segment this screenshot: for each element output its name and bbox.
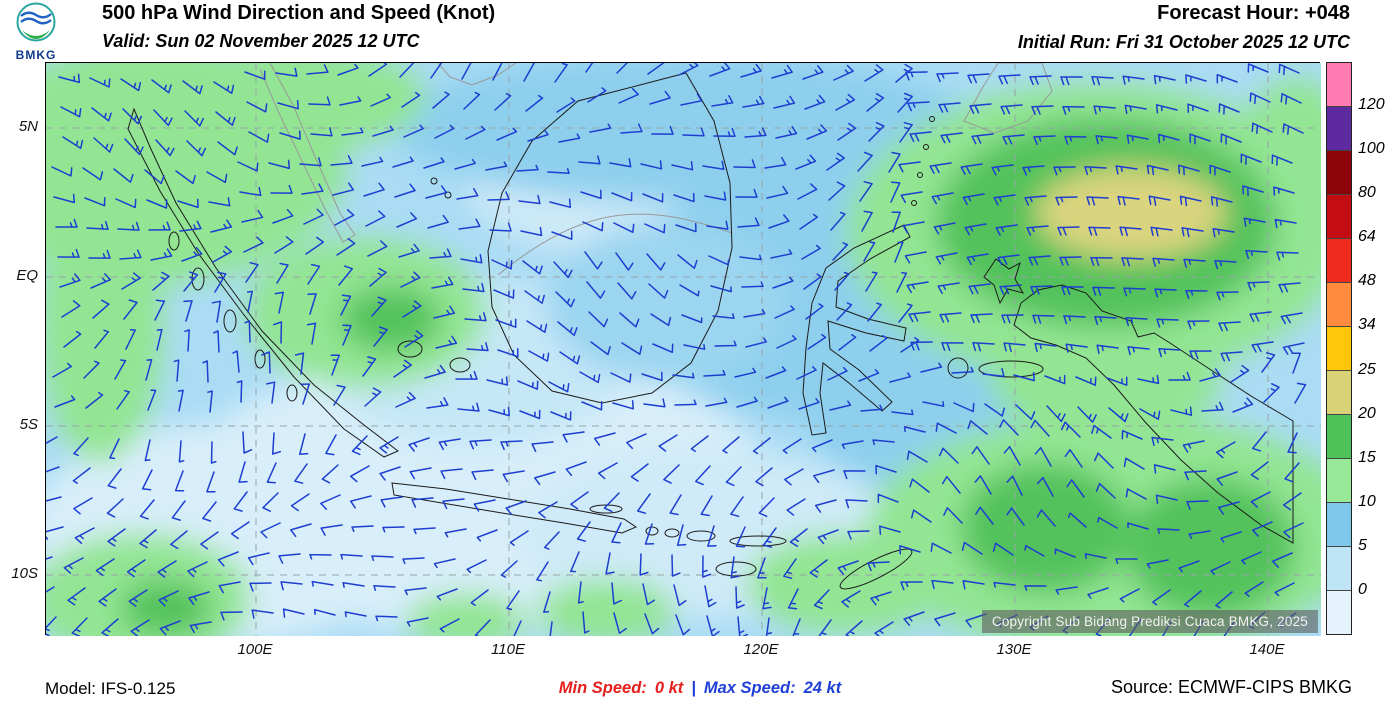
legend-value: 20	[1358, 404, 1376, 422]
legend-swatch	[1327, 327, 1351, 371]
legend-swatch	[1327, 63, 1351, 107]
wind-map: Copyright Sub Bidang Prediksi Cuaca BMKG…	[45, 62, 1321, 636]
legend-swatch	[1327, 547, 1351, 591]
legend-swatch	[1327, 459, 1351, 503]
lon-tick-label: 140E	[1249, 641, 1285, 658]
legend-swatch	[1327, 371, 1351, 415]
legend-swatch	[1327, 503, 1351, 547]
bmkg-logo-text: BMKG	[15, 48, 57, 62]
lon-tick-label: 100E	[237, 641, 273, 658]
max-speed-value: 24 kt	[803, 679, 842, 697]
initial-run-label: Initial Run: Fri 31 October 2025 12 UTC	[1017, 32, 1350, 52]
forecast-hour-label: Forecast Hour: +048	[1157, 2, 1350, 24]
legend-swatch	[1327, 195, 1351, 239]
legend-value: 10	[1358, 492, 1376, 510]
coastlines	[127, 72, 1294, 590]
lon-tick-label: 130E	[996, 641, 1032, 658]
legend-value: 80	[1358, 184, 1376, 202]
lat-tick-label: 10S	[11, 565, 38, 582]
legend-swatch	[1327, 107, 1351, 151]
header-right: Forecast Hour: +048 Initial Run: Fri 31 …	[1018, 2, 1350, 53]
legend-value: 34	[1358, 316, 1376, 334]
legend-value: 64	[1358, 228, 1376, 246]
speed-legend-colorbar	[1326, 62, 1352, 635]
lat-tick-label: EQ	[16, 267, 38, 284]
wind-map-canvas	[46, 63, 1321, 636]
source-label: Source: ECMWF-CIPS BMKG	[1110, 677, 1352, 697]
lon-tick-label: 110E	[491, 641, 525, 658]
bmkg-logo-icon	[16, 2, 56, 42]
legend-value: 120	[1358, 96, 1385, 114]
graticule-gridlines	[46, 63, 1321, 636]
min-speed-label: Min Speed:	[558, 679, 647, 697]
min-speed-value: 0 kt	[654, 679, 684, 697]
legend-value: 5	[1358, 536, 1367, 554]
legend-swatch	[1327, 415, 1351, 459]
legend-swatch	[1327, 151, 1351, 195]
page-title: 500 hPa Wind Direction and Speed (Knot)	[102, 2, 496, 24]
legend-value: 0	[1358, 580, 1367, 598]
bmkg-logo: BMKG	[6, 1, 66, 62]
legend-value: 25	[1358, 360, 1376, 378]
copyright-overlay: Copyright Sub Bidang Prediksi Cuaca BMKG…	[981, 610, 1318, 633]
legend-swatch	[1327, 283, 1351, 327]
lat-tick-label: 5N	[18, 118, 38, 135]
legend-value: 15	[1358, 448, 1376, 466]
min-max-speed: Min Speed: 0 kt | Max Speed: 24 kt	[0, 679, 1400, 698]
legend-swatch	[1327, 239, 1351, 283]
wind-barbs	[46, 63, 1307, 636]
legend-value: 48	[1358, 272, 1376, 290]
speed-legend-values: 120 100 80 64 48 34 25 20 15 10 5 0	[1358, 62, 1398, 635]
valid-time-label: Valid: Sun 02 November 2025 12 UTC	[102, 31, 420, 51]
legend-value: 100	[1358, 140, 1385, 158]
lat-tick-label: 5S	[19, 416, 38, 433]
max-speed-label: Max Speed:	[703, 679, 796, 697]
min-max-separator: |	[691, 679, 696, 697]
legend-swatch	[1327, 591, 1351, 634]
lon-tick-label: 120E	[743, 641, 779, 658]
model-label: Model: IFS-0.125	[45, 679, 176, 698]
